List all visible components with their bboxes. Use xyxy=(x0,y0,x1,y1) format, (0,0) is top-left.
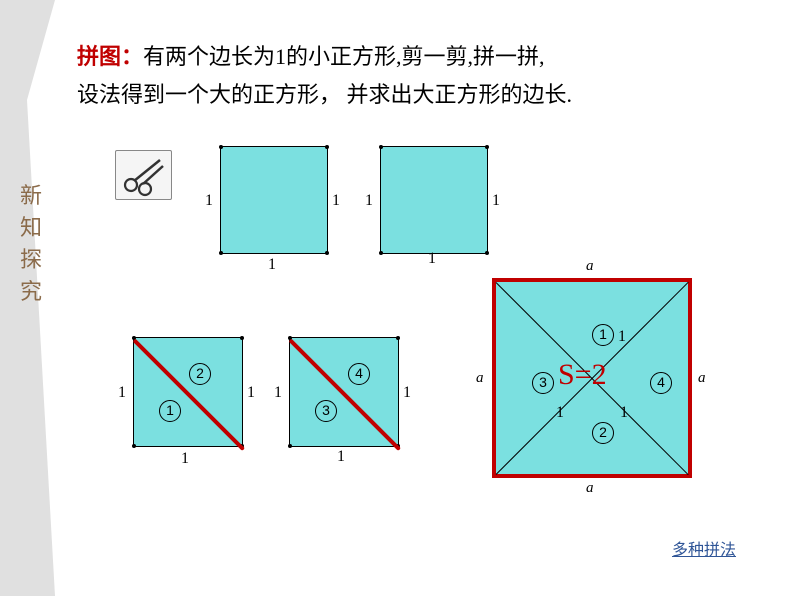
big-circle-2: 2 xyxy=(592,422,614,444)
page: 新知探究 拼图：有两个边长为1的小正方形,剪一剪,拼一拼, 设法得到一个大的正方… xyxy=(0,0,794,596)
lbl-1: 1 xyxy=(428,250,436,268)
lbl-1: 1 xyxy=(337,448,345,466)
more-methods-link[interactable]: 多种拼法 xyxy=(672,536,736,560)
problem-line1: 有两个边长为1的小正方形,剪一剪,拼一拼, xyxy=(143,44,545,69)
inner-1: 1 xyxy=(620,404,628,422)
lbl-1: 1 xyxy=(247,384,255,402)
circle-4: 4 xyxy=(348,363,370,385)
big-circle-3: 3 xyxy=(532,372,554,394)
top-square-1 xyxy=(220,146,328,254)
big-square: 1 2 3 4 1 1 1 S=2 xyxy=(492,278,692,478)
lbl-1: 1 xyxy=(118,384,126,402)
bottom-square-2: 4 3 xyxy=(289,337,399,447)
scissors-icon xyxy=(115,150,172,200)
problem-line2: 设法得到一个大的正方形， 并求出大正方形的边长. xyxy=(77,82,572,107)
inner-1: 1 xyxy=(556,404,564,422)
problem-label: 拼图： xyxy=(77,44,143,69)
sidebar-text: 新知探究 xyxy=(20,183,42,304)
lbl-1: 1 xyxy=(274,384,282,402)
circle-3: 3 xyxy=(315,400,337,422)
diagonal-1 xyxy=(133,339,245,451)
problem-text: 拼图：有两个边长为1的小正方形,剪一剪,拼一拼, 设法得到一个大的正方形， 并求… xyxy=(77,38,767,114)
big-circle-4: 4 xyxy=(650,372,672,394)
lbl-a: a xyxy=(698,370,706,387)
lbl-1: 1 xyxy=(365,192,373,210)
top-square-2 xyxy=(380,146,488,254)
lbl-1: 1 xyxy=(181,450,189,468)
circle-1: 1 xyxy=(159,400,181,422)
inner-1: 1 xyxy=(618,328,626,346)
lbl-1: 1 xyxy=(492,192,500,210)
lbl-1: 1 xyxy=(268,256,276,274)
lbl-a: a xyxy=(586,258,594,275)
sidebar-label: 新知探究 xyxy=(19,180,43,308)
bottom-square-1: 2 1 xyxy=(133,337,243,447)
lbl-1: 1 xyxy=(205,192,213,210)
lbl-1: 1 xyxy=(332,192,340,210)
lbl-a: a xyxy=(476,370,484,387)
big-circle-1: 1 xyxy=(592,324,614,346)
diagonal-2 xyxy=(289,339,401,451)
lbl-a: a xyxy=(586,480,594,497)
area-label: S=2 xyxy=(558,358,607,392)
circle-2: 2 xyxy=(189,363,211,385)
lbl-1: 1 xyxy=(403,384,411,402)
